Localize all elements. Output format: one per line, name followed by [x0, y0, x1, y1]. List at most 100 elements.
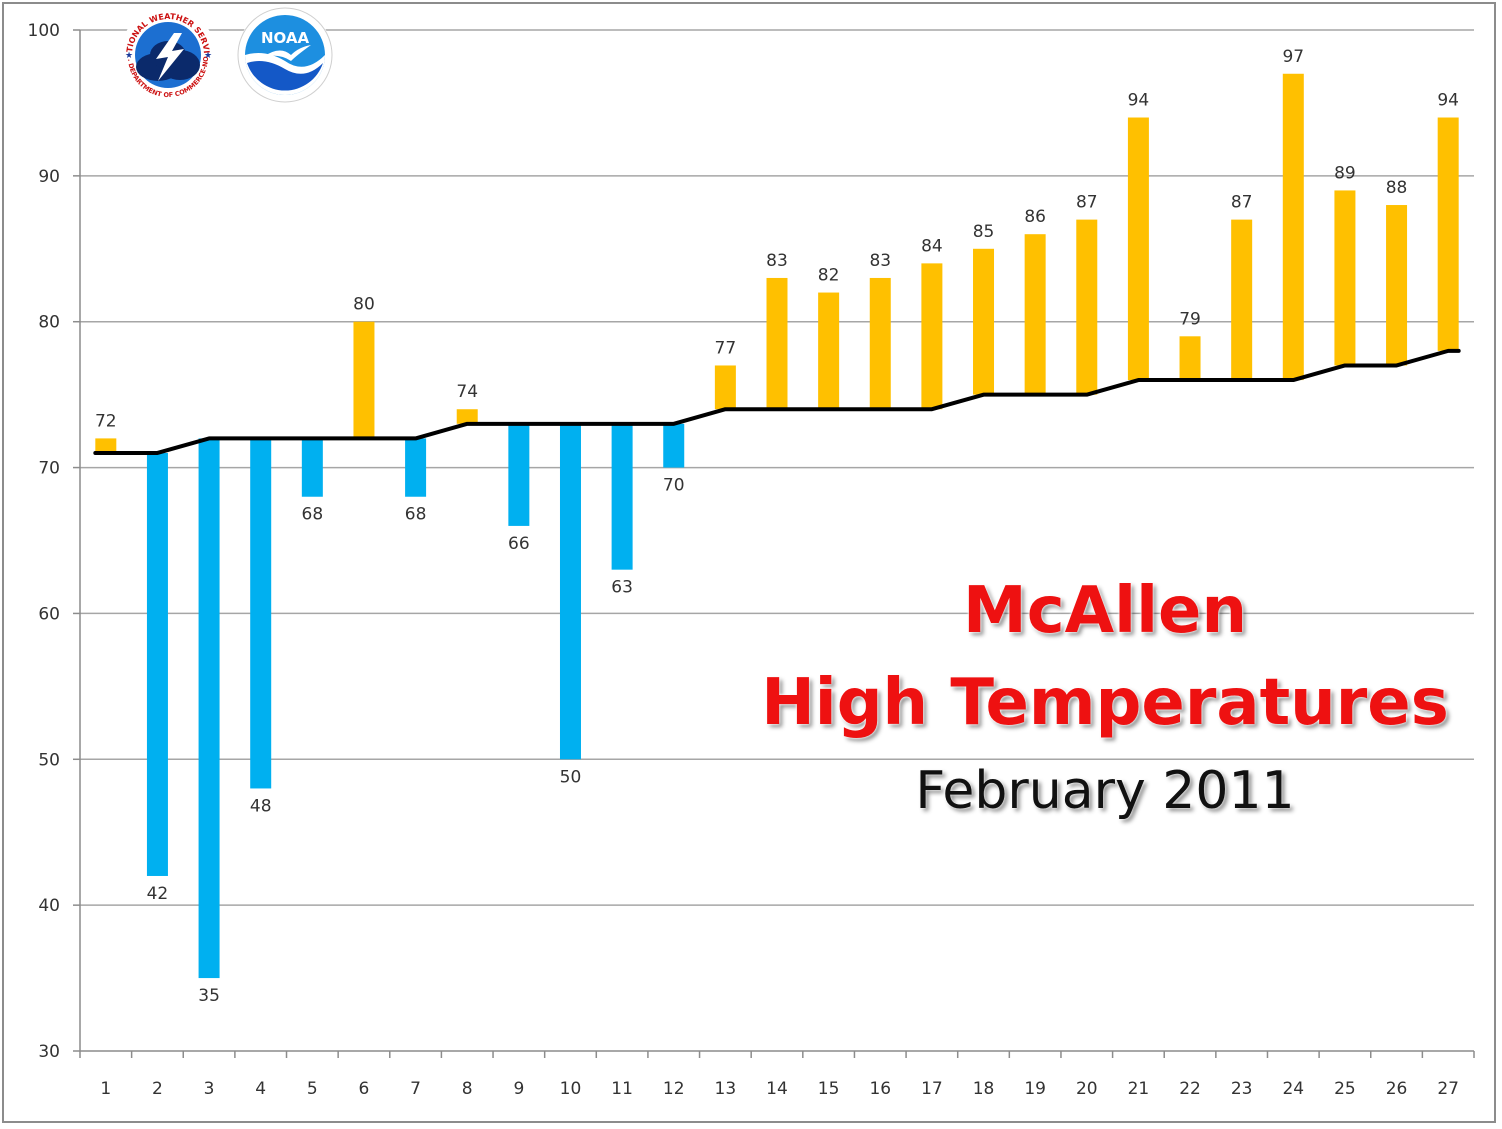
bar-above-normal	[869, 277, 891, 410]
x-tick-label: 18	[973, 1079, 995, 1099]
x-tick-label: 6	[359, 1079, 370, 1099]
data-labels: 72 42 35 48 68 80 68 74 66 50 63 70 77 83 82 83 84 85 86 87…	[95, 47, 1459, 1006]
bar-above-normal	[714, 365, 736, 410]
bar-above-normal	[1282, 73, 1304, 381]
nws-logo: NATIONAL WEATHER SERVICE U.S. DEPARTMENT…	[115, 0, 218, 105]
bar-above-normal	[1334, 190, 1356, 366]
x-tick-label: 9	[513, 1079, 524, 1099]
data-label: 82	[818, 266, 840, 286]
bar-below-normal	[146, 452, 168, 876]
y-tick-label: 40	[38, 896, 60, 916]
bar-below-normal	[663, 423, 685, 468]
x-tick-label: 21	[1128, 1079, 1150, 1099]
x-tick-label: 25	[1334, 1079, 1356, 1099]
x-tick-label: 2	[152, 1079, 163, 1099]
noaa-logo: NOAA	[235, 5, 335, 105]
bar-below-normal	[405, 438, 427, 497]
y-tick-label: 100	[28, 21, 60, 41]
x-tick-label: 14	[766, 1079, 788, 1099]
data-label: 83	[766, 251, 788, 271]
bar-above-normal	[1386, 205, 1408, 366]
data-label: 48	[250, 796, 272, 816]
y-tick-label: 80	[38, 313, 60, 333]
data-label: 74	[456, 382, 478, 402]
normal-line-group	[93, 348, 1461, 455]
title-line-subject: High Temperatures	[761, 666, 1449, 740]
x-tick-label: 17	[921, 1079, 943, 1099]
data-label: 79	[1179, 309, 1201, 329]
data-label: 68	[405, 505, 427, 525]
svg-text:★: ★	[125, 51, 133, 61]
data-label: 80	[353, 295, 375, 315]
x-tick-label: 19	[1024, 1079, 1046, 1099]
bar-below-normal	[508, 423, 530, 526]
bar-above-normal	[973, 248, 995, 395]
data-label: 68	[302, 505, 324, 525]
bars	[95, 73, 1459, 979]
y-tick-label: 50	[38, 750, 60, 770]
y-tick-label: 70	[38, 459, 60, 479]
data-label: 77	[715, 338, 737, 358]
x-tick-label: 11	[611, 1079, 633, 1099]
bar-above-normal	[921, 263, 943, 410]
bar-below-normal	[301, 438, 323, 497]
x-tick-label: 5	[307, 1079, 318, 1099]
data-label: 66	[508, 534, 530, 554]
bar-above-normal	[353, 321, 375, 439]
bar-above-normal	[818, 292, 840, 410]
title-line-period: February 2011	[915, 761, 1295, 821]
bar-below-normal	[611, 423, 633, 570]
x-tick-label: 27	[1437, 1079, 1459, 1099]
data-label: 42	[147, 884, 169, 904]
bar-below-normal	[559, 423, 581, 760]
bar-above-normal	[1437, 117, 1459, 351]
noaa-logo-text: NOAA	[261, 29, 310, 47]
data-label: 72	[95, 411, 117, 431]
bar-above-normal	[456, 409, 478, 424]
bar-above-normal	[1179, 336, 1201, 381]
chart-title: McAllen High Temperatures February 2011	[760, 565, 1450, 833]
svg-text:★: ★	[204, 51, 212, 61]
data-label: 83	[869, 251, 891, 271]
bar-above-normal	[766, 277, 788, 410]
bar-above-normal	[1076, 219, 1098, 395]
data-label: 94	[1128, 91, 1150, 111]
data-label: 94	[1437, 91, 1459, 111]
x-tick-label: 1	[100, 1079, 111, 1099]
y-tick-label: 90	[38, 167, 60, 187]
bar-above-normal	[95, 438, 117, 453]
bar-below-normal	[250, 438, 272, 789]
y-tick-label: 60	[38, 604, 60, 624]
x-tick-label: 22	[1179, 1079, 1201, 1099]
x-tick-label: 23	[1231, 1079, 1253, 1099]
data-label: 97	[1282, 47, 1304, 67]
data-label: 84	[921, 236, 943, 256]
data-label: 89	[1334, 163, 1356, 183]
data-label: 35	[198, 986, 220, 1006]
data-label: 86	[1024, 207, 1046, 227]
x-tick-label: 12	[663, 1079, 685, 1099]
normal-temperature-line	[93, 348, 1461, 455]
title-line-city: McAllen	[963, 574, 1247, 648]
x-tick-label: 3	[204, 1079, 215, 1099]
data-label: 85	[973, 222, 995, 242]
x-tick-label: 4	[255, 1079, 266, 1099]
data-label: 87	[1076, 193, 1098, 213]
x-tick-label: 8	[462, 1079, 473, 1099]
bar-above-normal	[1024, 234, 1046, 395]
data-label: 87	[1231, 193, 1253, 213]
x-tick-label: 16	[869, 1079, 891, 1099]
x-tick-label: 13	[715, 1079, 737, 1099]
data-label: 63	[611, 578, 633, 598]
data-label: 88	[1386, 178, 1408, 198]
y-tick-label: 30	[38, 1042, 60, 1062]
x-tick-label: 15	[818, 1079, 840, 1099]
data-label: 50	[560, 767, 582, 787]
data-label: 70	[663, 476, 685, 496]
x-tick-label: 26	[1386, 1079, 1408, 1099]
x-tick-label: 7	[410, 1079, 421, 1099]
bar-below-normal	[198, 438, 220, 979]
bar-above-normal	[1127, 117, 1149, 381]
